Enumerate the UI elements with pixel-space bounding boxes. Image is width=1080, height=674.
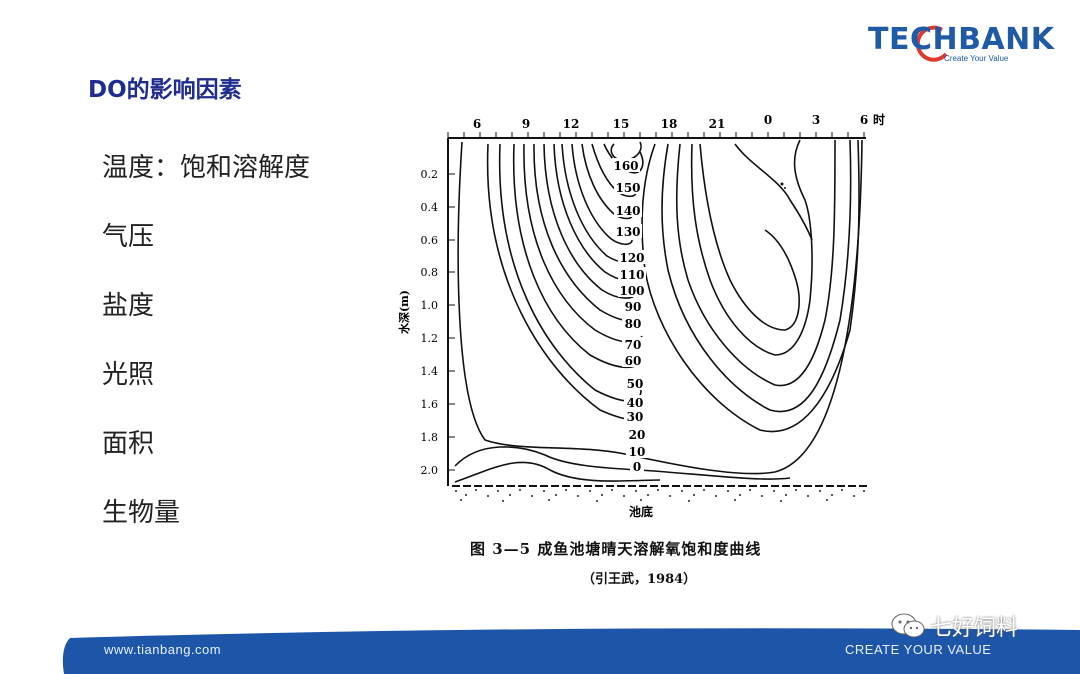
top-tick-label: 18 bbox=[661, 117, 678, 131]
contour-line bbox=[581, 143, 633, 220]
y-tick-label: 0.4 bbox=[421, 201, 439, 214]
y-tick-label: 0.2 bbox=[421, 168, 439, 181]
contour-line bbox=[512, 143, 643, 369]
contour-label: 70 bbox=[625, 338, 642, 352]
top-tick-label: 0 bbox=[764, 113, 772, 127]
figure-caption: 图 3—5 成鱼池塘晴天溶解氧饱和度曲线 bbox=[470, 540, 762, 558]
contour-line bbox=[454, 446, 791, 480]
top-tick-label: 3 bbox=[812, 113, 820, 127]
contour-line bbox=[610, 141, 642, 161]
contour-label: 90 bbox=[625, 300, 642, 314]
contour-label: 120 bbox=[619, 251, 644, 265]
y-tick-label: 0.6 bbox=[421, 234, 439, 247]
contour-label: 40 bbox=[627, 396, 644, 410]
factor-item: 气压 bbox=[102, 222, 155, 252]
contour-line bbox=[454, 461, 661, 483]
contour-line bbox=[543, 143, 637, 299]
footer-band bbox=[62, 628, 1080, 674]
contour-label: 110 bbox=[619, 268, 644, 282]
top-axis-unit: 时 bbox=[873, 112, 885, 127]
contour-label: 130 bbox=[615, 225, 640, 239]
slide-title: DO的影响因素 bbox=[88, 77, 242, 103]
top-axis: 6 9 12 15 18 21 0 3 6 时 bbox=[447, 112, 885, 139]
contour-label: 20 bbox=[629, 428, 646, 442]
contour-line bbox=[661, 139, 852, 413]
contour-label: 150 bbox=[615, 181, 640, 195]
top-axis-minor-ticks bbox=[447, 132, 865, 138]
contour-label: 30 bbox=[627, 410, 644, 424]
wechat-account-name: 七好饲料 bbox=[930, 616, 1019, 641]
contour-label: 100 bbox=[619, 284, 644, 298]
contour-labels: 160 150 140 130 120 110 100 90 80 70 60 … bbox=[612, 158, 648, 474]
do-contour-figure: 6 9 12 15 18 21 0 3 6 时 0.2 0.4 0.6 0.8 … bbox=[397, 112, 885, 519]
top-tick-label: 9 bbox=[522, 117, 530, 131]
techbank-logo: TECHBANK Create Your Value bbox=[868, 22, 1054, 68]
y-tick-label: 2.0 bbox=[421, 464, 439, 477]
factor-item: 面积 bbox=[102, 429, 155, 459]
y-tick-label: 1.8 bbox=[421, 431, 439, 444]
figure-citation: （引王武，1984） bbox=[582, 572, 697, 587]
pond-bottom-label: 池底 bbox=[629, 504, 653, 519]
contour-label: 160 bbox=[613, 159, 638, 173]
y-tick-label: 1.2 bbox=[421, 332, 439, 345]
y-axis-label: 水深(m) bbox=[397, 290, 411, 334]
logo-text: TECHBANK bbox=[868, 22, 1055, 57]
contour-line bbox=[571, 143, 633, 246]
contour-label: 140 bbox=[615, 204, 640, 218]
top-tick-label: 6 bbox=[860, 113, 868, 127]
pond-bottom: 池底 bbox=[452, 485, 868, 519]
factor-list: 温度：饱和溶解度 气压 盐度 光照 面积 生物量 bbox=[102, 150, 310, 564]
y-tick-label: 1.4 bbox=[421, 365, 439, 378]
contour-line bbox=[699, 143, 800, 331]
logo-swoosh-icon bbox=[915, 25, 948, 62]
contour-label: 10 bbox=[629, 445, 646, 459]
footer-url: www.tianbang.com bbox=[104, 642, 222, 657]
factor-item: 生物量 bbox=[102, 498, 181, 528]
contour-line bbox=[690, 139, 813, 356]
top-tick-label: 6 bbox=[473, 117, 481, 131]
contour-lines bbox=[454, 139, 863, 483]
contour-label: 50 bbox=[627, 377, 644, 391]
contour-line bbox=[675, 139, 836, 387]
top-tick-label: 12 bbox=[563, 117, 580, 131]
contour-line bbox=[734, 143, 813, 241]
contour-label: 80 bbox=[625, 317, 642, 331]
wechat-icon bbox=[891, 613, 925, 638]
top-tick-label: 21 bbox=[709, 117, 726, 131]
y-tick-label: 0.8 bbox=[421, 266, 439, 279]
factor-item: 盐度 bbox=[102, 291, 155, 321]
contour-label: 60 bbox=[625, 354, 642, 368]
factor-item: 光照 bbox=[102, 360, 155, 390]
y-tick-label: 1.0 bbox=[421, 299, 439, 312]
contour-line bbox=[641, 139, 860, 433]
top-tick-label: 15 bbox=[613, 117, 630, 131]
factor-item: 温度：饱和溶解度 bbox=[102, 153, 311, 183]
footer-slogan: CREATE YOUR VALUE bbox=[845, 642, 992, 657]
contour-label: 0 bbox=[633, 460, 641, 474]
y-tick-label: 1.6 bbox=[421, 398, 439, 411]
logo-tagline: Create Your Value bbox=[944, 54, 1009, 63]
left-axis: 0.2 0.4 0.6 0.8 1.0 1.2 1.4 1.6 1.8 2.0 … bbox=[397, 138, 455, 486]
